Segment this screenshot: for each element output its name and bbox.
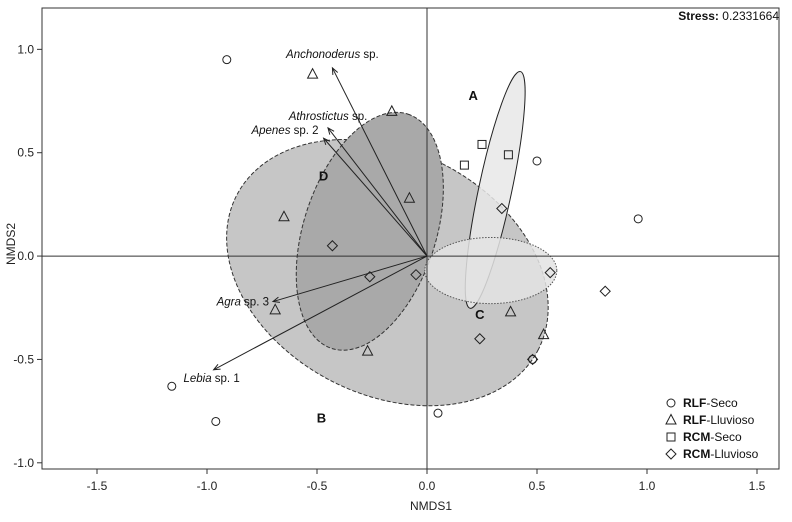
point-diamond: [474, 333, 486, 345]
point-diamond: [410, 268, 422, 281]
point-square: [503, 150, 513, 160]
legend-entry-label: RCM-Lluvioso: [683, 447, 759, 461]
point-circle: [433, 408, 443, 418]
vector-line: [327, 127, 428, 257]
x-tick-label: 1.0: [639, 479, 656, 493]
legend-marker-circle: [666, 398, 676, 408]
y-tick-label: -0.5: [13, 352, 34, 366]
point-circle: [528, 354, 538, 364]
legend-marker-triangle: [665, 413, 677, 425]
axes: -1.5 -1.0 -0.5 0.0 0.5 1.0 1.5 -1.0 -0.5 0.0 0.5 1.…: [13, 7, 780, 493]
point-diamond: [526, 353, 539, 366]
vector-arrowhead: [322, 137, 331, 146]
vector-label: Lebia sp. 1: [183, 373, 239, 385]
point-diamond: [326, 240, 339, 252]
vector-label: Anchonoderus sp.: [285, 49, 379, 61]
legend-entry-label: RLF-Lluvioso: [683, 413, 755, 427]
point-triangle: [269, 303, 282, 315]
point-diamond: [364, 271, 376, 283]
legend: RLF-Seco RLF-Lluvioso RCM-Seco RCM-Lluvioso: [665, 396, 759, 461]
y-axis-title: NMDS2: [4, 223, 18, 265]
y-tick-label: 1.0: [17, 42, 34, 56]
ellipse-group-c: [424, 236, 558, 305]
vector-arrowhead: [327, 126, 335, 135]
group-label-d: D: [319, 168, 328, 183]
species-vectors: Anchonoderus sp. Athrostictus sp. Apenes s…: [183, 49, 428, 385]
point-diamond: [599, 285, 611, 297]
y-tick-label: 0.0: [17, 249, 34, 263]
x-tick-label: -0.5: [307, 479, 328, 493]
group-labels: A B C D: [317, 88, 485, 425]
point-triangle: [306, 67, 319, 79]
point-triangle: [385, 104, 398, 116]
x-tick-label: -1.5: [87, 479, 108, 493]
vector-line: [213, 255, 428, 371]
vector-arrowhead: [212, 364, 221, 371]
group-label-c: C: [475, 307, 485, 322]
group-label-b: B: [317, 410, 326, 425]
group-label-a: A: [469, 88, 479, 103]
vector-arrowhead: [331, 66, 339, 75]
point-diamond: [496, 202, 508, 215]
y-tick-label: -1.0: [13, 456, 34, 470]
legend-entry-label: RLF-Seco: [683, 396, 738, 410]
point-circle: [211, 416, 221, 426]
group-ellipses: [226, 71, 558, 407]
vector-label: Apenes sp. 2: [250, 125, 318, 137]
x-tick-label: 0.0: [419, 479, 436, 493]
point-square: [459, 160, 469, 170]
ellipse-group-d: [295, 111, 444, 351]
point-diamond: [544, 266, 556, 279]
legend-entry-label: RCM-Seco: [683, 430, 742, 444]
vector-line: [272, 255, 428, 303]
vector-line: [331, 67, 428, 257]
x-axis-title: NMDS1: [410, 499, 452, 513]
point-square: [477, 139, 487, 149]
x-tick-label: 1.5: [749, 479, 766, 493]
vector-label: Athrostictus sp.: [288, 111, 368, 123]
vector-label: Agra sp. 3: [216, 297, 269, 309]
point-triangle: [278, 210, 290, 222]
point-circle: [167, 381, 177, 391]
plot-frame: [41, 7, 780, 470]
legend-marker-diamond: [665, 448, 677, 460]
legend-marker-square: [666, 432, 676, 442]
point-triangle: [403, 191, 416, 203]
stress-value: 0.2331664: [722, 9, 779, 23]
stress-annotation: Stress: 0.2331664: [678, 9, 779, 23]
stress-key: Stress:: [678, 9, 722, 23]
point-circle: [222, 55, 232, 65]
data-points: [167, 55, 643, 426]
point-triangle: [504, 305, 517, 317]
x-tick-label: -1.0: [197, 479, 218, 493]
point-circle: [532, 156, 542, 166]
y-tick-label: 0.5: [17, 146, 34, 160]
vector-line: [323, 137, 428, 257]
x-tick-label: 0.5: [529, 479, 546, 493]
point-triangle: [537, 328, 550, 340]
point-triangle: [361, 344, 374, 356]
vector-arrowhead: [271, 296, 281, 303]
point-circle: [633, 214, 643, 224]
